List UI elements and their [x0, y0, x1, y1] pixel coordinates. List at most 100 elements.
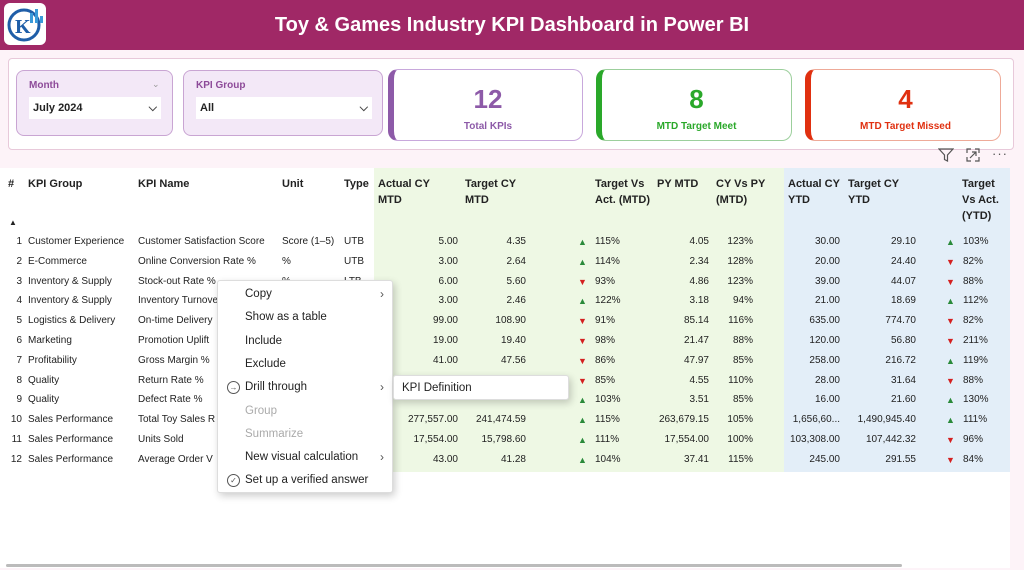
table-cell-cyvspy-mtd[interactable]: 123%: [727, 236, 753, 247]
table-cell-tva-ytd[interactable]: 82%: [963, 315, 984, 327]
table-cell-target-mtd[interactable]: 4.35: [506, 236, 526, 247]
table-cell-target-mtd[interactable]: 108.90: [495, 315, 526, 327]
table-cell-tva-mtd[interactable]: 122%: [595, 295, 621, 307]
table-cell-py-mtd[interactable]: 4.55: [689, 374, 709, 386]
table-cell-idx[interactable]: 4: [16, 295, 22, 307]
table-cell-idx[interactable]: 12: [10, 453, 22, 465]
table-cell-group[interactable]: Quality: [28, 394, 60, 406]
table-cell-tva-ytd[interactable]: 119%: [963, 354, 988, 366]
month-dropdown[interactable]: July 2024 ⌵: [29, 97, 161, 119]
col-header-actual-cy-mtd[interactable]: Actual CY MTD: [378, 178, 430, 206]
table-cell-actual-mtd[interactable]: 6.00: [438, 275, 458, 287]
context-menu-item-show-as-a-table[interactable]: Show as a table: [218, 306, 394, 329]
table-cell-actual-mtd[interactable]: 43.00: [432, 453, 458, 465]
col-header-target-cy-ytd[interactable]: Target CY YTD: [848, 178, 899, 206]
table-cell-name[interactable]: Defect Rate %: [138, 394, 203, 406]
table-cell-idx[interactable]: 1: [16, 236, 22, 247]
table-cell-idx[interactable]: 10: [10, 414, 22, 426]
table-cell-tva-mtd[interactable]: 104%: [595, 453, 621, 465]
table-cell-tva-ytd[interactable]: 84%: [963, 453, 984, 465]
table-cell-tva-ytd[interactable]: 96%: [963, 434, 984, 445]
table-cell-py-mtd[interactable]: 17,554.00: [664, 434, 710, 445]
table-cell-actual-mtd[interactable]: 5.00: [438, 236, 458, 247]
table-cell-tva-ytd[interactable]: 88%: [963, 374, 984, 386]
table-cell-actual-mtd[interactable]: 17,554.00: [413, 434, 459, 445]
table-cell-name[interactable]: Promotion Uplift: [138, 335, 210, 346]
col-header-target-vs-act-ytd[interactable]: Target Vs Act. (YTD): [962, 178, 999, 222]
col-header-target-cy-mtd[interactable]: Target CY MTD: [465, 178, 516, 206]
table-cell-tva-ytd[interactable]: 82%: [963, 255, 984, 267]
context-menu-item-drill-through[interactable]: → Drill through ›: [218, 376, 394, 399]
more-options-icon[interactable]: ···: [992, 146, 1008, 161]
table-cell-actual-ytd[interactable]: 258.00: [809, 354, 840, 366]
table-cell-group[interactable]: Sales Performance: [28, 434, 114, 445]
table-cell-tva-ytd[interactable]: 130%: [963, 394, 989, 406]
table-cell-cyvspy-mtd[interactable]: 88%: [732, 335, 753, 346]
table-cell-target-ytd[interactable]: 31.64: [890, 374, 916, 386]
table-cell-target-ytd[interactable]: 774.70: [885, 315, 916, 327]
table-cell-target-mtd[interactable]: 47.56: [500, 354, 526, 366]
table-cell-actual-ytd[interactable]: 39.00: [814, 275, 840, 287]
table-cell-target-ytd[interactable]: 18.69: [890, 295, 916, 307]
table-cell-group[interactable]: Quality: [28, 374, 60, 386]
horizontal-scrollbar[interactable]: [6, 564, 902, 567]
col-header-target-vs-act-mtd[interactable]: Target Vs Act. (MTD): [595, 178, 650, 206]
table-cell-group[interactable]: Inventory & Supply: [28, 295, 112, 307]
focus-mode-icon[interactable]: [966, 148, 980, 165]
col-header-index[interactable]: #: [8, 178, 15, 190]
table-cell-actual-ytd[interactable]: 1,656,60...: [792, 414, 840, 426]
table-cell-target-mtd[interactable]: 41.28: [500, 453, 526, 465]
table-cell-tva-ytd[interactable]: 103%: [963, 236, 989, 247]
table-cell-tva-mtd[interactable]: 93%: [595, 275, 616, 287]
table-cell-group[interactable]: E-Commerce: [28, 255, 87, 267]
table-cell-target-mtd[interactable]: 241,474.59: [475, 414, 526, 426]
table-cell-name[interactable]: On-time Delivery: [138, 315, 213, 327]
table-cell-target-ytd[interactable]: 1,490,945.40: [857, 414, 916, 426]
table-cell-actual-ytd[interactable]: 30.00: [814, 236, 840, 247]
table-cell-py-mtd[interactable]: 4.05: [689, 236, 709, 247]
context-menu-item-copy[interactable]: Copy ›: [218, 283, 394, 306]
drill-through-submenu-kpi-definition[interactable]: KPI Definition: [393, 375, 569, 400]
table-cell-unit[interactable]: %: [282, 255, 291, 267]
table-cell-group[interactable]: Logistics & Delivery: [28, 315, 116, 327]
table-cell-py-mtd[interactable]: 85.14: [683, 315, 709, 327]
table-cell-group[interactable]: Marketing: [28, 335, 72, 346]
table-cell-target-ytd[interactable]: 107,442.32: [865, 434, 916, 445]
context-menu-item-set-up-a-verified-answer[interactable]: ✓ Set up a verified answer: [218, 469, 394, 492]
table-cell-cyvspy-mtd[interactable]: 123%: [727, 275, 753, 287]
table-cell-actual-mtd[interactable]: 41.00: [432, 354, 458, 366]
table-cell-group[interactable]: Customer Experience: [28, 236, 125, 247]
month-slicer[interactable]: Month ⌄ July 2024 ⌵: [16, 70, 173, 136]
table-cell-group[interactable]: Profitability: [28, 354, 77, 366]
table-cell-actual-mtd[interactable]: 277,557.00: [407, 414, 458, 426]
table-cell-tva-ytd[interactable]: 111%: [963, 414, 988, 426]
kpi-group-slicer[interactable]: KPI Group All ⌵: [183, 70, 383, 136]
table-cell-group[interactable]: Inventory & Supply: [28, 275, 112, 287]
table-cell-tva-mtd[interactable]: 98%: [595, 335, 616, 346]
table-cell-py-mtd[interactable]: 21.47: [683, 335, 709, 346]
table-cell-cyvspy-mtd[interactable]: 94%: [732, 295, 753, 307]
table-cell-actual-ytd[interactable]: 120.00: [809, 335, 840, 346]
table-cell-target-mtd[interactable]: 2.46: [506, 295, 526, 307]
table-cell-tva-mtd[interactable]: 85%: [595, 374, 616, 386]
table-cell-cyvspy-mtd[interactable]: 105%: [727, 414, 753, 426]
table-cell-tva-mtd[interactable]: 115%: [595, 236, 620, 247]
table-cell-py-mtd[interactable]: 47.97: [683, 354, 709, 366]
table-cell-group[interactable]: Sales Performance: [28, 414, 114, 426]
table-cell-target-ytd[interactable]: 21.60: [890, 394, 916, 406]
table-cell-cyvspy-mtd[interactable]: 100%: [727, 434, 753, 445]
table-cell-target-ytd[interactable]: 56.80: [890, 335, 916, 346]
table-cell-target-mtd[interactable]: 19.40: [500, 335, 526, 346]
table-cell-group[interactable]: Sales Performance: [28, 453, 114, 465]
col-header-actual-cy-ytd[interactable]: Actual CY YTD: [788, 178, 840, 206]
table-cell-py-mtd[interactable]: 3.18: [689, 295, 709, 307]
table-cell-actual-ytd[interactable]: 16.00: [814, 394, 840, 406]
table-cell-name[interactable]: Units Sold: [138, 434, 184, 445]
table-cell-target-ytd[interactable]: 29.10: [890, 236, 916, 247]
table-cell-idx[interactable]: 7: [16, 354, 22, 366]
table-cell-target-ytd[interactable]: 44.07: [890, 275, 916, 287]
table-cell-py-mtd[interactable]: 2.34: [689, 255, 709, 267]
table-cell-name[interactable]: Return Rate %: [138, 374, 204, 386]
table-cell-tva-mtd[interactable]: 111%: [595, 434, 620, 445]
table-cell-name[interactable]: Customer Satisfaction Score: [138, 236, 265, 247]
